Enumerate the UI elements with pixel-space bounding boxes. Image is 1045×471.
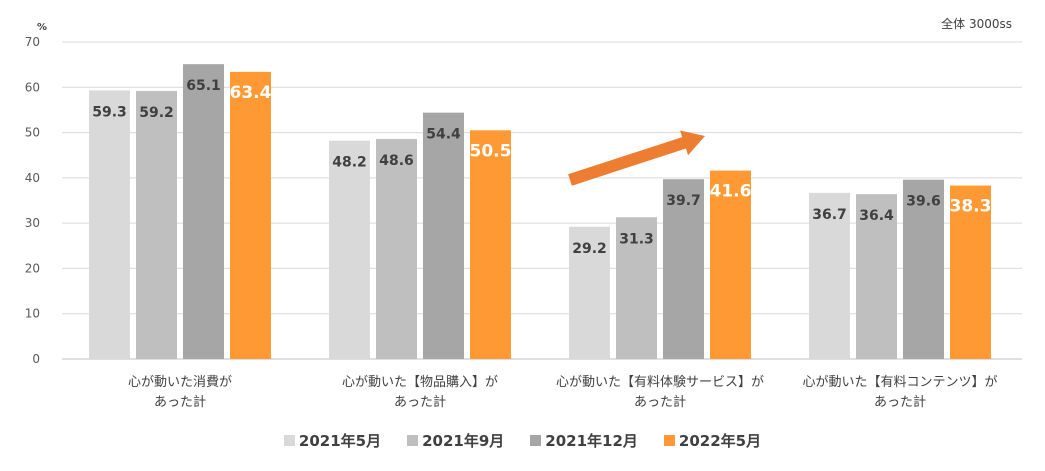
legend-label: 2022年5月 [678,432,762,450]
y-tick-label: 10 [25,307,40,321]
data-label: 48.2 [332,155,367,171]
legend-swatch [530,435,542,446]
legend-item: 2021年12月 [530,430,638,451]
y-unit-label: % [37,22,47,33]
legend-swatch [663,435,675,446]
data-label: 65.1 [186,78,221,94]
sample-note: 全体 3000ss [941,16,1012,31]
legend: 2021年5月 2021年9月 2021年12月 2022年5月 [0,430,1045,451]
data-label: 36.7 [812,207,847,223]
y-tick-label: 70 [25,35,40,49]
bar [423,112,464,359]
data-label: 38.3 [950,197,992,217]
y-tick-label: 0 [32,352,40,366]
data-label: 31.3 [619,231,654,247]
category-label: 心が動いた消費が [128,375,232,390]
bar [903,179,944,359]
legend-label: 2021年12月 [545,432,638,450]
data-label: 54.4 [426,127,461,143]
y-tick-label: 40 [25,171,40,185]
legend-label: 2021年5月 [298,432,382,450]
legend-swatch [407,435,419,446]
data-label: 36.4 [859,208,894,224]
data-label: 59.3 [92,104,127,120]
bar [569,226,610,359]
y-tick-label: 30 [25,216,40,230]
data-label: 50.5 [470,141,512,161]
bar [856,194,897,359]
bar [663,179,704,359]
bar [616,217,657,359]
legend-swatch [283,435,295,446]
bar [136,90,177,359]
category-label: あった計 [154,394,206,410]
category-label: 心が動いた【有料コンテンツ】が [802,375,997,390]
category-label: あった計 [634,394,686,410]
bar [230,71,271,359]
bar [183,64,224,359]
bar [950,185,991,359]
y-tick-label: 50 [25,126,40,140]
y-tick-label: 20 [25,261,40,275]
trend-arrow-icon [568,130,705,186]
bar [89,90,130,359]
category-label: 心が動いた【有料体験サービス】が [556,375,764,390]
bar-chart: 0 10 20 30 40 50 60 70% 全体 3000ss 59.3 59.2 65.1 63.… [25,16,1022,410]
bar [329,140,370,359]
bar [470,130,511,359]
bar [376,138,417,359]
category-label: あった計 [874,394,926,410]
data-label: 63.4 [230,83,272,103]
bar [809,192,850,359]
legend-item: 2021年5月 [283,430,382,451]
legend-item: 2022年5月 [663,430,762,451]
legend-label: 2021年9月 [422,432,505,450]
data-label: 29.2 [572,241,607,257]
data-label: 41.6 [710,182,752,202]
data-label: 39.7 [666,193,701,209]
bar [710,170,751,359]
legend-item: 2021年9月 [407,430,504,451]
data-label: 39.6 [906,194,941,210]
data-label: 59.2 [139,105,174,121]
category-label: 心が動いた【物品購入】が [342,375,498,390]
data-label: 48.6 [379,153,414,169]
y-tick-label: 60 [25,80,40,94]
category-label: あった計 [394,394,446,410]
